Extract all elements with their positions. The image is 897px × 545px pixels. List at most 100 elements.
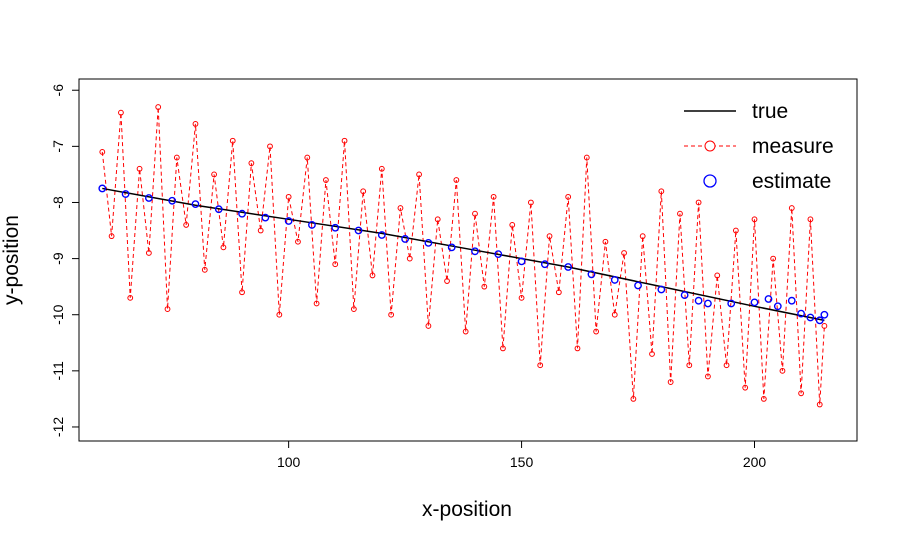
measure-point [99, 149, 106, 155]
measure-point [667, 379, 674, 385]
estimate-point [820, 310, 829, 319]
legend-label: estimate [752, 170, 831, 193]
measure-point [770, 255, 777, 262]
measure-point [406, 255, 413, 262]
estimate-point [634, 281, 642, 290]
estimate-point [540, 260, 549, 269]
measure-point [341, 137, 348, 144]
measure-point [630, 396, 637, 402]
estimate-point [98, 184, 107, 193]
measure-point [145, 250, 152, 256]
measure-point [164, 306, 171, 313]
measure-point [388, 311, 395, 318]
plot-frame [78, 78, 858, 442]
measure-point [481, 283, 488, 290]
estimate-point [564, 263, 573, 271]
measure-point [500, 345, 506, 352]
measure-point [267, 143, 273, 150]
measure-point [639, 233, 646, 240]
measure-point [378, 165, 385, 172]
estimate-point [797, 309, 805, 318]
measure-point [602, 238, 609, 245]
series-estimate [98, 184, 829, 325]
measure-point [201, 266, 208, 273]
estimate-point [727, 299, 736, 308]
measure-point [583, 154, 590, 161]
measure-point [118, 109, 124, 116]
measure-point [453, 177, 460, 183]
measure-point [323, 177, 329, 183]
measure-point [732, 227, 739, 234]
measure-point [723, 362, 730, 369]
measure-point [686, 362, 693, 369]
legend-measure-swatch-marker [704, 140, 716, 152]
measure-point [472, 210, 478, 217]
measure-point [621, 250, 627, 256]
measure-point [779, 367, 786, 374]
estimate-point [424, 238, 433, 247]
estimate-point [773, 302, 782, 311]
estimate-point [401, 235, 410, 243]
estimate-point [680, 291, 689, 299]
measure-point [369, 272, 376, 279]
measure-point [760, 396, 767, 402]
series-true [102, 187, 825, 322]
measure-point [211, 171, 218, 178]
measure-point [127, 294, 134, 301]
estimate-point [354, 226, 363, 235]
measure-point [313, 300, 320, 307]
true-line [102, 187, 825, 322]
estimate-point [261, 213, 270, 222]
legend: true measure estimate [684, 100, 834, 193]
y-tick-label: -8 [50, 196, 66, 209]
estimate-point [750, 298, 759, 307]
estimate-point [191, 200, 200, 209]
measure-point [173, 154, 180, 161]
estimate-point [331, 223, 340, 232]
measure-point [462, 328, 469, 335]
measure-point [304, 154, 311, 161]
estimate-point [587, 270, 596, 279]
measure-point [416, 171, 422, 178]
measure-point [714, 272, 721, 279]
estimate-point [377, 231, 386, 239]
estimate-point [704, 299, 712, 308]
estimate-point [517, 257, 526, 266]
estimate-point [610, 276, 619, 284]
measure-point [546, 233, 553, 240]
measure-point [220, 244, 227, 251]
legend-measure: measure [684, 135, 834, 158]
estimate-point [471, 247, 479, 256]
measure-point [788, 205, 795, 211]
measure-point [798, 390, 804, 397]
estimate-point [806, 313, 815, 322]
measure-point [360, 188, 367, 195]
measure-point [695, 199, 702, 206]
legend-label: true [752, 100, 788, 123]
measure-point [108, 233, 115, 240]
series-group [98, 104, 829, 408]
estimate-point [121, 190, 130, 198]
measure-point [136, 165, 143, 172]
measure-point [425, 323, 432, 329]
measure-point [816, 401, 823, 408]
estimate-point [214, 205, 223, 214]
estimate-point [284, 217, 293, 225]
estimate-point [168, 196, 177, 205]
measure-point [742, 384, 749, 391]
measure-point [658, 188, 665, 195]
measure-point [518, 294, 525, 301]
legend-label: measure [752, 135, 834, 158]
measure-point [705, 373, 711, 380]
legend-estimate: estimate [703, 170, 831, 193]
measure-point [397, 205, 404, 211]
estimate-point [657, 285, 666, 294]
measure-point [677, 210, 683, 217]
y-tick-label: -7 [50, 140, 66, 153]
y-tick-label: -11 [50, 361, 66, 380]
measure-point [527, 199, 534, 206]
series-measure [99, 104, 828, 408]
measure-point [611, 311, 618, 318]
legend-estimate-swatch [703, 174, 717, 188]
